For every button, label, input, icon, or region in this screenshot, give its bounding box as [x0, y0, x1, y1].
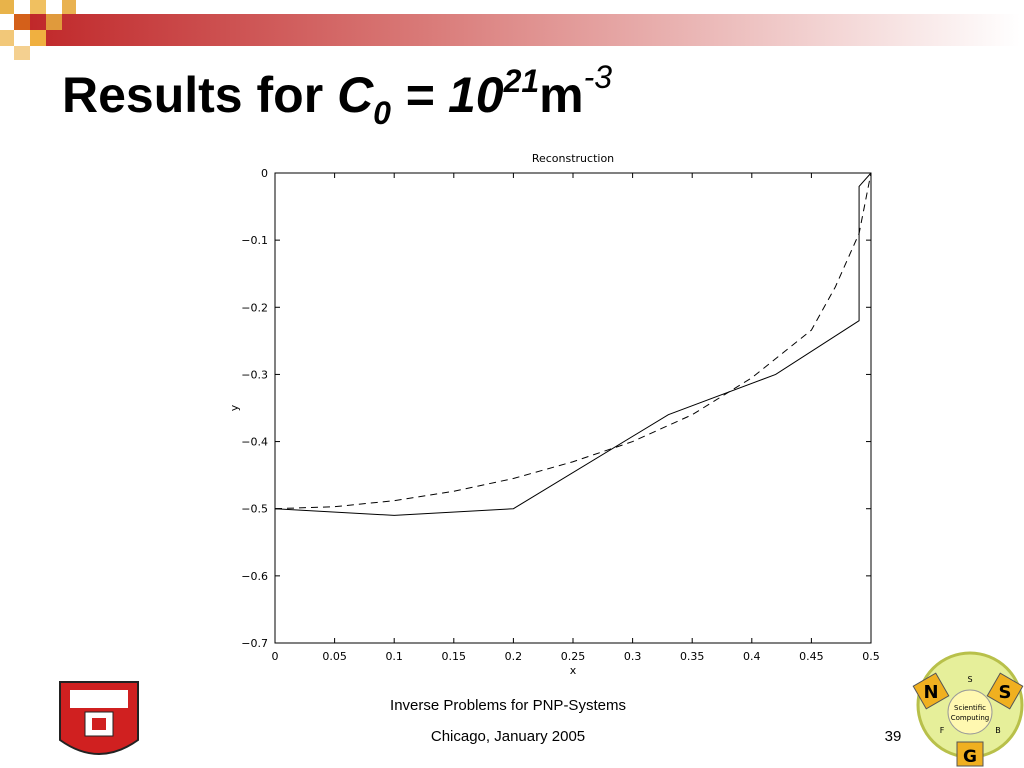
- y-tick-label: −0.4: [241, 436, 268, 449]
- data-line: [274, 172, 872, 516]
- slide-title: Results for C0 = 1021m-3: [62, 59, 612, 131]
- y-tick-label: −0.2: [241, 301, 268, 314]
- y-axis-label: y: [228, 404, 241, 411]
- x-tick-label: 0.25: [561, 650, 586, 663]
- x-tick-label: 0.4: [743, 650, 761, 663]
- header-bar: [30, 14, 1020, 46]
- x-tick-label: 0.2: [505, 650, 523, 663]
- logo-letter: B: [995, 726, 1001, 735]
- university-logo: [59, 681, 139, 755]
- x-tick-label: 0.5: [862, 650, 880, 663]
- x-tick-label: 0.05: [322, 650, 347, 663]
- x-tick-label: 0.3: [624, 650, 642, 663]
- logo-letter: S: [999, 682, 1012, 703]
- logo-letter: S: [967, 675, 972, 684]
- chart-title: Reconstruction: [532, 152, 614, 165]
- footer-date: Chicago, January 2005: [431, 728, 585, 745]
- nsg-logo: N S S Scientific Computing F B G: [912, 651, 1024, 767]
- y-tick-label: −0.3: [241, 368, 268, 381]
- data-line: [274, 172, 872, 510]
- y-tick-label: −0.7: [241, 637, 268, 650]
- x-tick-label: 0: [272, 650, 279, 663]
- page-number: 39: [885, 728, 902, 745]
- y-tick-label: −0.5: [241, 503, 268, 516]
- y-tick-label: −0.6: [241, 570, 268, 583]
- logo-text: Scientific: [954, 704, 986, 712]
- chart: Reconstruction x y 0 0.05 0.1 0.15 0.2 0.25 0.3 0.…: [228, 152, 880, 677]
- logo-letter: N: [923, 682, 938, 703]
- y-tick-label: 0: [261, 167, 268, 180]
- y-tick-label: −0.1: [241, 234, 268, 247]
- footer-title: Inverse Problems for PNP-Systems: [390, 697, 626, 714]
- x-tick-label: 0.45: [799, 650, 824, 663]
- x-tick-label: 0.1: [385, 650, 403, 663]
- header-squares: [0, 0, 76, 60]
- logo-text: Computing: [951, 714, 989, 722]
- x-axis-label: x: [570, 664, 577, 677]
- logo-letter: F: [940, 726, 945, 735]
- x-tick-label: 0.35: [680, 650, 705, 663]
- logo-letter: G: [963, 747, 977, 767]
- x-tick-label: 0.15: [442, 650, 467, 663]
